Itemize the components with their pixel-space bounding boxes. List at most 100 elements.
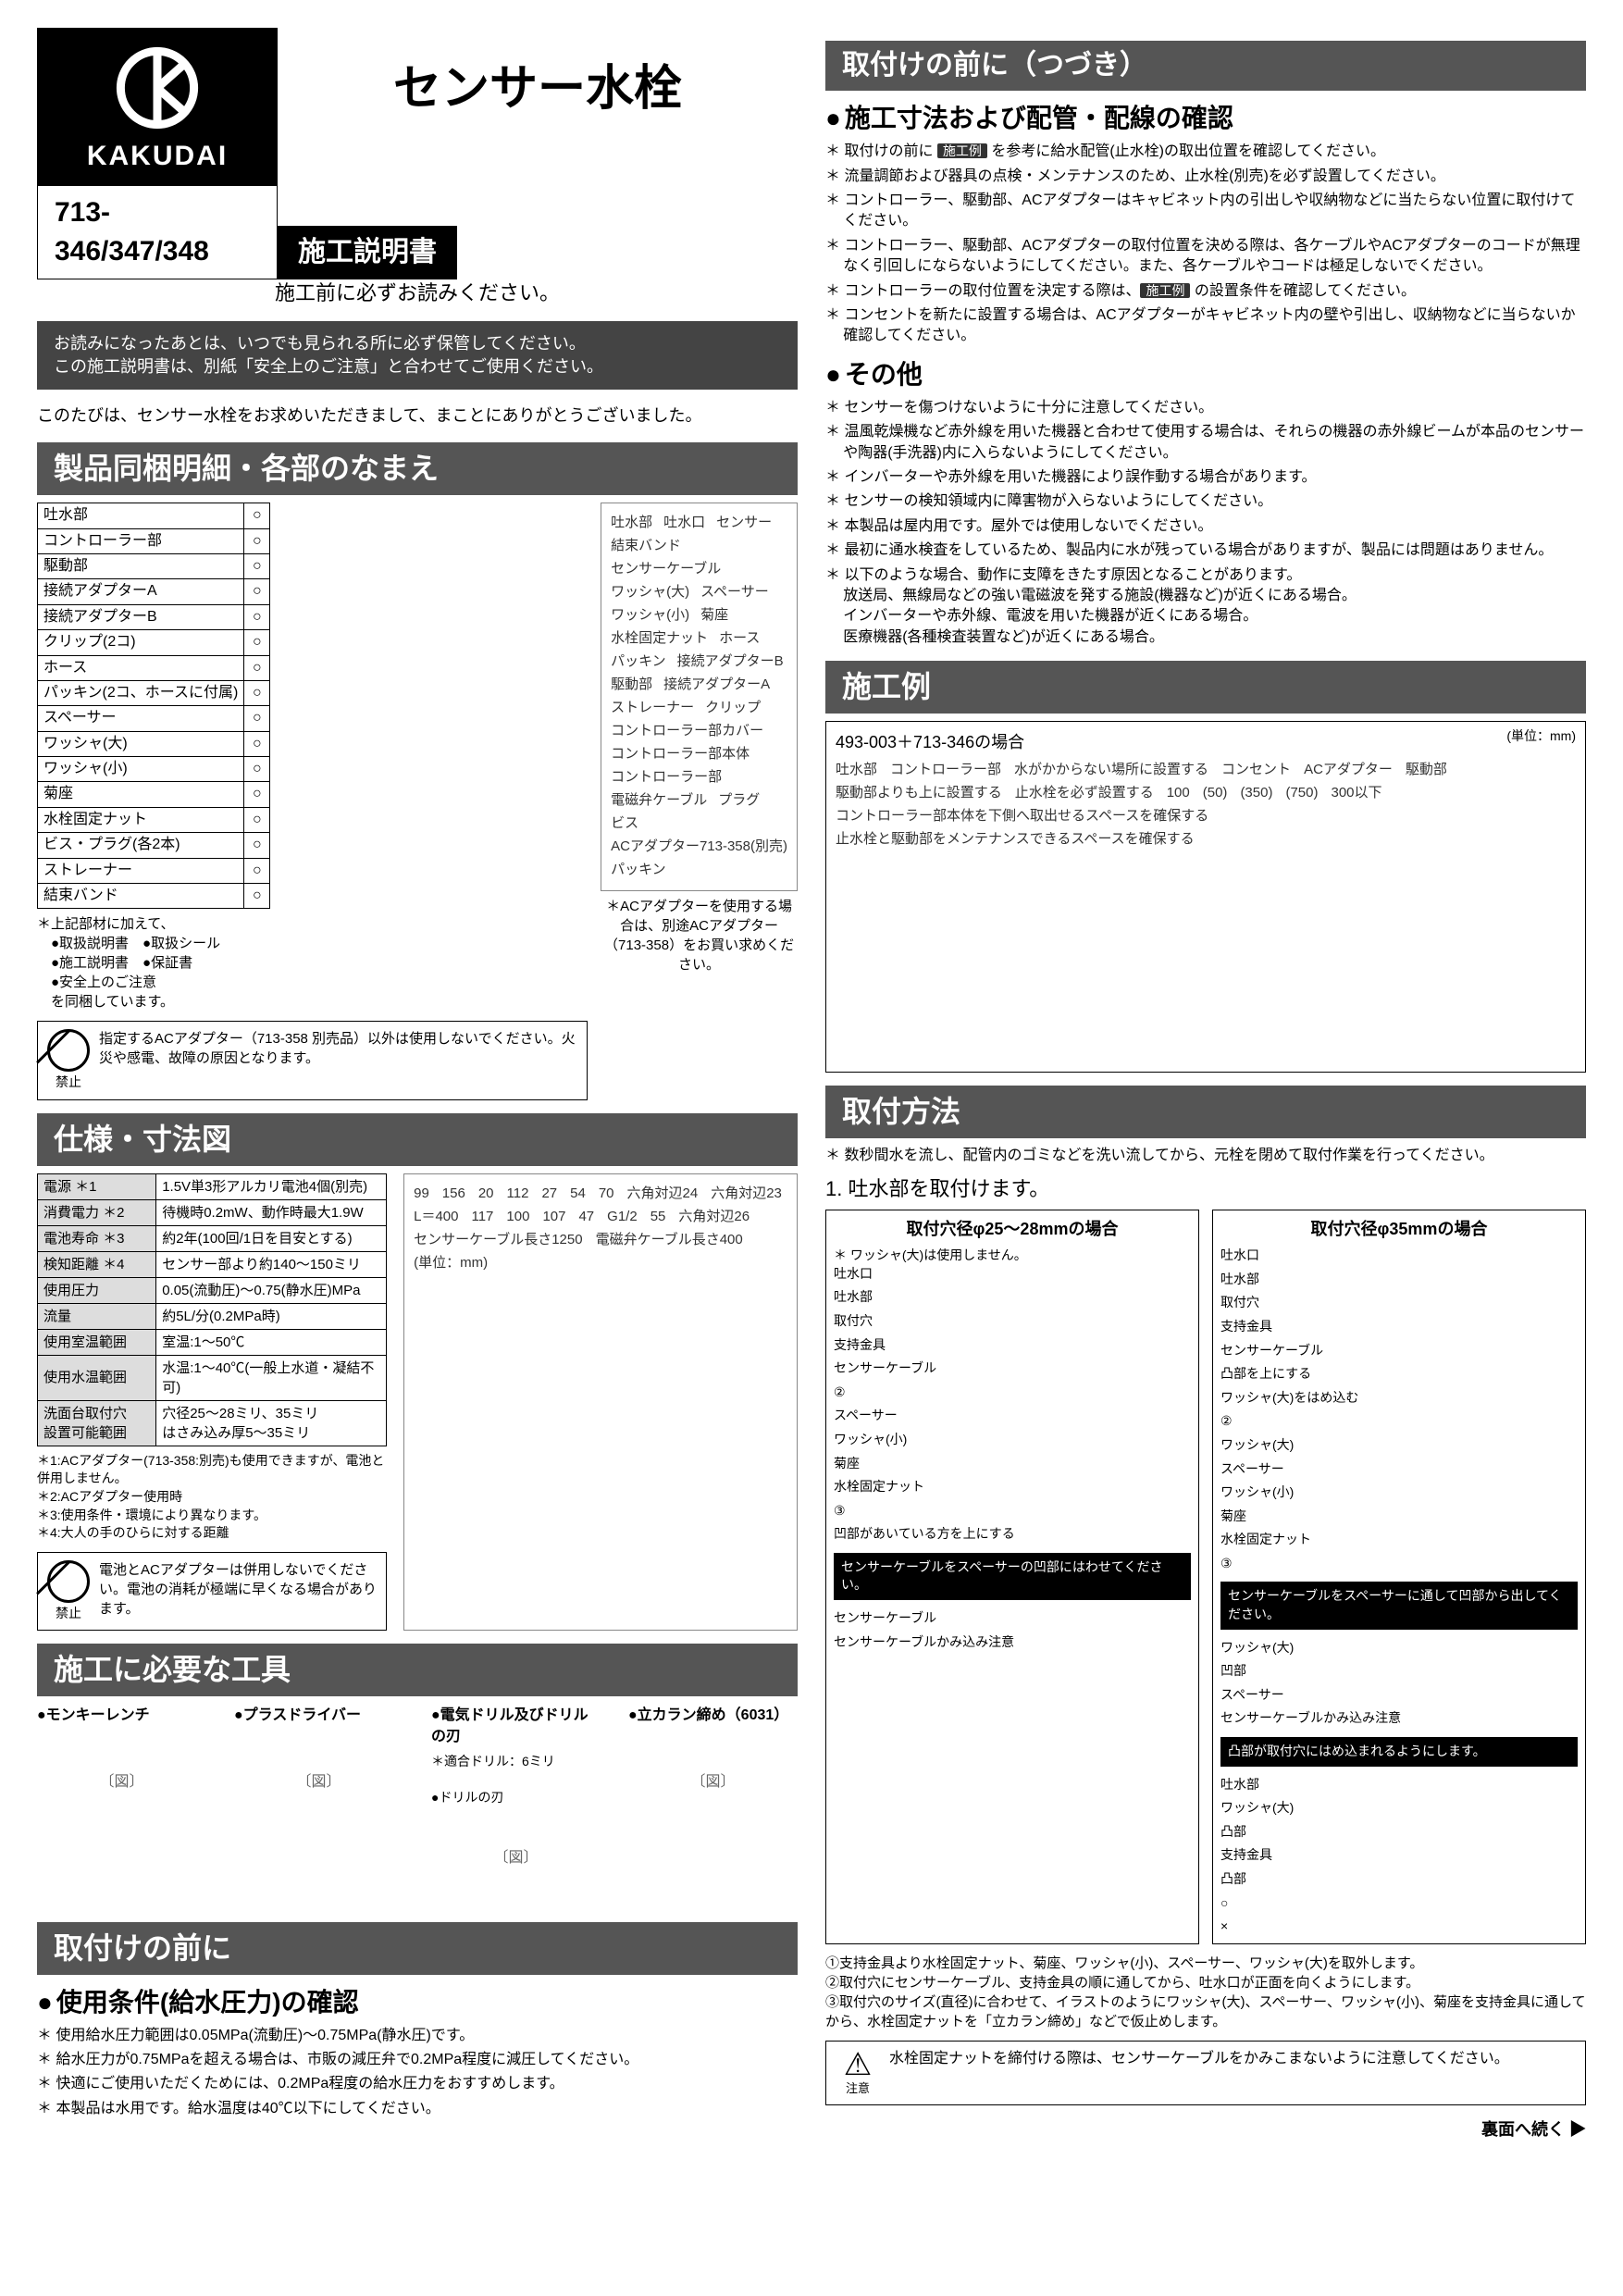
spec-key: 洗面台取付穴 設置可能範囲 [38, 1400, 156, 1446]
spec-val: 穴径25〜28ミリ、35ミリ はさみ込み厚5〜35ミリ [156, 1400, 387, 1446]
part-label: 接続アダプターA [663, 675, 770, 694]
example-label: 止水栓と駆動部をメンテナンスできるスペースを確保する [836, 829, 1195, 849]
bom-item: ビス・プラグ(各2本) [38, 833, 244, 858]
example-label: コンセント [1221, 760, 1291, 779]
foot-step: ①支持金具より水栓固定ナット、菊座、ワッシャ(小)、スペーサー、ワッシャ(大)を… [825, 1954, 1586, 1973]
doc-title-chip: 施工説明書 [278, 226, 457, 279]
keep-note: お読みになったあとは、いつでも見られる所に必ず保管してください。 この施工説明書… [37, 321, 798, 390]
part-label: ワッシャ(小) [611, 605, 689, 625]
panelA-note: ＊ ワッシャ(大)は使用しません。 [834, 1247, 1191, 1265]
parts-fig-foot: ＊ACアダプターを使用する場合は、別途ACアダプター（713-358）をお買い求… [601, 897, 798, 974]
bom-check: ○ [244, 858, 270, 883]
panel-label: ○ [1220, 1894, 1578, 1913]
spec-key: 使用水温範囲 [38, 1355, 156, 1400]
dim-label: 六角対辺24 [627, 1184, 699, 1203]
example-label: 駆動部よりも上に設置する [836, 783, 1002, 802]
part-label: コントローラー部カバー [611, 721, 763, 740]
list-item: コントローラー、駆動部、ACアダプターはキャビネット内の引出しや収納物などに当た… [825, 191, 1586, 232]
example-label: 止水栓を必ず設置する [1015, 783, 1154, 802]
pressure-list: 使用給水圧力範囲は0.05MPa(流動圧)〜0.75MPa(静水圧)です。給水圧… [37, 2026, 798, 2120]
caution-box: ⚠ 注意 水栓固定ナットを締付ける際は、センサーケーブルをかみこまないように注意… [825, 2041, 1586, 2105]
tools-row: ●モンキーレンチ〔図〕●プラスドライバー〔図〕●電気ドリル及びドリルの刃＊適合ド… [37, 1706, 798, 1909]
panel-25-28: 取付穴径φ25〜28mmの場合 ＊ ワッシャ(大)は使用しません。 吐水口吐水部… [825, 1210, 1199, 1944]
main-title: センサー水栓 [278, 56, 798, 123]
panel-label: スペーサー [1220, 1460, 1578, 1479]
list-item: 流量調節および器具の点検・メンテナンスのため、止水栓(別売)を必ず設置してくださ… [825, 167, 1586, 187]
bom-item: コントローラー部 [38, 528, 244, 553]
part-label: ワッシャ(大) [611, 582, 689, 602]
prohibit-2-text: 電池とACアダプターは併用しないでください。電池の消耗が極端に早くなる場合があり… [99, 1560, 377, 1619]
panel-label: ワッシャ(大) [1220, 1799, 1578, 1818]
example-label: コントローラー部本体を下側へ取出せるスペースを確保する [836, 806, 1208, 825]
spec-val: 水温:1〜40℃(一般上水道・凝結不可) [156, 1355, 387, 1400]
example-label: (750) [1285, 783, 1318, 802]
panel-label: ワッシャ(小) [834, 1431, 1191, 1449]
list-item: 快適にご使用いただくためには、0.2MPa程度の給水圧力をおすすめします。 [37, 2074, 798, 2094]
spec-val: 待機時0.2mW、動作時最大1.9W [156, 1199, 387, 1225]
panel-label: センサーケーブル [834, 1359, 1191, 1378]
panel-label: × [1220, 1917, 1578, 1936]
dim-label: 六角対辺23 [711, 1184, 782, 1203]
part-label: 結束バンド [611, 536, 681, 555]
panel-label: 吐水口 [1220, 1247, 1578, 1265]
dim-label: 70 [599, 1184, 614, 1203]
panel-label: スペーサー [1220, 1686, 1578, 1705]
part-label: プラグ [718, 790, 760, 810]
model-numbers: 713-346/347/348 [37, 185, 278, 279]
list-item: センサーの検知領域内に障害物が入らないようにしてください。 [825, 491, 1586, 512]
bom-check: ○ [244, 503, 270, 528]
bom-item: ホース [38, 655, 244, 680]
spec-val: 約2年(100回/1日を目安とする) [156, 1225, 387, 1251]
panel-label: 凸部 [1220, 1823, 1578, 1842]
section-mounting: 取付方法 [825, 1086, 1586, 1138]
panel-label: スペーサー [834, 1407, 1191, 1425]
bom-check: ○ [244, 807, 270, 832]
brand-name: KAKUDAI [56, 137, 259, 176]
dim-label: 112 [507, 1184, 529, 1203]
example-label: 100 [1167, 783, 1190, 802]
bom-check: ○ [244, 884, 270, 909]
panel-label: 取付穴 [834, 1312, 1191, 1331]
parts-figure: 吐水部吐水口センサー結束バンドセンサーケーブルワッシャ(大)スペーサーワッシャ(… [601, 503, 798, 891]
section-example: 施工例 [825, 661, 1586, 714]
example-figure: 493-003＋713-346の場合 (単位：mm) 吐水部コントローラー部水が… [825, 721, 1586, 1073]
panel-label: 水栓固定ナット [834, 1478, 1191, 1496]
spec-val: 約5L/分(0.2MPa時) [156, 1303, 387, 1329]
part-label: 吐水口 [663, 513, 705, 532]
dim-label: 156 [442, 1184, 465, 1203]
panel-label: ワッシャ(大) [1220, 1639, 1578, 1657]
example-title: 493-003＋713-346の場合 [836, 731, 1576, 754]
dim-label: 117 [471, 1207, 493, 1226]
panel-label: ワッシャ(大) [1220, 1436, 1578, 1455]
list-item: 以下のような場合、動作に支障をきたす原因となることがあります。 放送局、無線局な… [825, 565, 1586, 649]
part-label: ホース [719, 628, 760, 648]
panel-label: 吐水部 [1220, 1271, 1578, 1289]
dim-label: 電磁弁ケーブル長さ400 [596, 1230, 743, 1249]
bom-check: ○ [244, 833, 270, 858]
part-label: センサー [716, 513, 772, 532]
list-item: 給水圧力が0.75MPaを超える場合は、市販の減圧弁で0.2MPa程度に減圧して… [37, 2050, 798, 2070]
dim-label: 54 [570, 1184, 586, 1203]
dim-label: G1/2 [607, 1207, 638, 1226]
spec-key: 使用室温範囲 [38, 1329, 156, 1355]
part-label: ストレーナー [611, 698, 694, 717]
spec-key: 流量 [38, 1303, 156, 1329]
spec-key: 電池寿命 ＊3 [38, 1225, 156, 1251]
spec-key: 使用圧力 [38, 1277, 156, 1303]
section-parts: 製品同梱明細・各部のなまえ [37, 442, 798, 495]
part-label: スペーサー [700, 582, 769, 602]
bom-table: 吐水部○コントローラー部○駆動部○接続アダプターA○接続アダプターB○クリップ(… [37, 503, 270, 909]
list-item: 最初に通水検査をしているため、製品内に水が残っている場合がありますが、製品には問… [825, 540, 1586, 561]
panel-label: 菊座 [834, 1455, 1191, 1473]
sub-dim-check: 施工寸法および配管・配線の確認 [825, 100, 1586, 136]
prohibit-1-text: 指定するACアダプター（713-358 別売品）以外は使用しないでください。火災… [99, 1029, 577, 1068]
example-label: 水がかからない場所に設置する [1014, 760, 1208, 779]
example-label: (50) [1203, 783, 1228, 802]
bom-item: 水栓固定ナット [38, 807, 244, 832]
foot-step: ②取付穴にセンサーケーブル、支持金具の順に通してから、吐水口が正面を向くようにし… [825, 1973, 1586, 1992]
dim-label: センサーケーブル長さ1250 [414, 1230, 582, 1249]
section-tools: 施工に必要な工具 [37, 1644, 798, 1696]
part-label: コントローラー部 [611, 767, 722, 787]
panel-label: ワッシャ(大)をはめ込む [1220, 1389, 1578, 1408]
panel-label: センサーケーブル [834, 1609, 1191, 1628]
